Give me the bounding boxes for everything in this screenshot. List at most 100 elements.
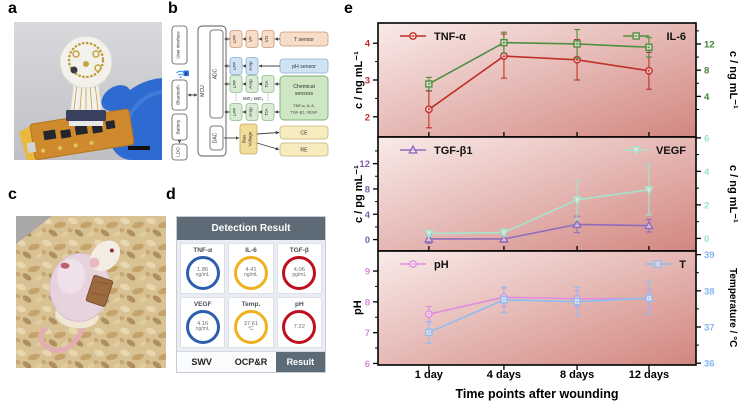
svg-text:LPF: LPF	[232, 108, 237, 117]
cage-corner	[16, 216, 52, 244]
chemical-analytes-line1: TNF-α, IL-6,	[293, 103, 315, 108]
flex-connector	[66, 110, 106, 121]
panel-label-c: c	[8, 186, 17, 203]
ph-sensor-chain: LPF Amp pH sensor	[224, 57, 329, 75]
svg-text:TIA: TIA	[264, 107, 269, 115]
svg-text:8: 8	[365, 184, 370, 195]
analyte-value: 1.86	[197, 267, 209, 274]
axis-title-vegf: c / ng mL⁻¹	[727, 165, 739, 223]
sensor-patch	[59, 35, 113, 126]
axis-title-il6: c / ng mL⁻¹	[727, 51, 739, 109]
axis-title-temperature: Temperature / °C	[727, 268, 738, 348]
x-tick-label: 1 day	[414, 369, 443, 381]
serpentine-electrode	[67, 41, 105, 79]
chart-cytokines: 2 3 4 4 8 12 TNF-α	[365, 22, 715, 138]
analyte-label: pH	[294, 301, 304, 308]
analyte-unit: ng/mL	[244, 272, 258, 279]
analyte-value: 4.41	[245, 267, 257, 274]
svg-text:3: 3	[365, 76, 370, 87]
svg-text:IL-6: IL-6	[666, 31, 686, 43]
svg-text:12: 12	[359, 159, 370, 170]
chemical-analytes-line2: TGF-β1, VEGF	[291, 110, 319, 115]
svg-text:2: 2	[704, 200, 709, 211]
tab-bar: SWV OCP&R Result	[177, 351, 325, 372]
result-card: pH 7.22	[276, 297, 322, 348]
analyte-unit: ng/mL	[195, 326, 210, 333]
counter-electrode-label: CE	[300, 131, 308, 137]
value-ring: 4.06 pg/mL	[282, 256, 317, 290]
mcu-box-label: MCU	[200, 85, 206, 97]
analyte-label: TNF-α	[193, 247, 213, 254]
svg-text:TGF-β1: TGF-β1	[434, 145, 473, 157]
svg-text:LPF: LPF	[232, 35, 237, 44]
analyte-value: 7.22	[293, 323, 305, 330]
svg-text:Amp: Amp	[248, 61, 253, 71]
svg-text:4: 4	[365, 210, 371, 221]
t-sensor-chain: LPF VF VD T sensor	[224, 30, 329, 48]
svg-text:4: 4	[365, 39, 371, 50]
svg-text:B: B	[185, 72, 188, 76]
svg-text:TNF-α: TNF-α	[434, 31, 466, 43]
analyte-label: Temp.	[241, 301, 261, 308]
value-ring: 7.22	[282, 310, 317, 344]
svg-text:Amp: Amp	[248, 79, 253, 89]
svg-text:TIA: TIA	[264, 79, 269, 87]
chemical-sensor-chains: LPF Amp TIA LPF Amp TIA WE₁-WE₄ Chemical…	[224, 75, 329, 121]
photo-mouse	[16, 216, 166, 368]
svg-text:2: 2	[365, 112, 370, 123]
working-electrodes-label: WE₁-WE₄	[243, 96, 264, 102]
svg-text:T: T	[679, 259, 686, 271]
svg-text:Voltage: Voltage	[248, 131, 253, 146]
bluetooth-icon	[183, 70, 189, 77]
chemical-sensors-box-label: Chemical	[293, 84, 315, 90]
panel-label-d: d	[166, 186, 176, 203]
user-interface-box-label: User interface	[176, 31, 181, 59]
svg-text:VEGF: VEGF	[656, 145, 686, 157]
result-card: TGF-β 4.06 pg/mL	[276, 243, 322, 294]
svg-text:VD: VD	[264, 35, 269, 42]
circuit-diagram: User interface B Bluetooth Battery LDO M…	[171, 25, 329, 161]
svg-text:LPF: LPF	[232, 80, 237, 89]
tab-ocpr[interactable]: OCP&R	[234, 357, 268, 367]
svg-text:7: 7	[365, 328, 370, 339]
svg-text:12: 12	[704, 39, 715, 50]
mouse	[37, 240, 121, 353]
analyte-unit: °C	[248, 326, 254, 333]
detection-result-header: Detection Result	[177, 217, 325, 240]
result-card: IL-6 4.41 ng/mL	[228, 243, 274, 294]
value-ring: 4.41 ng/mL	[233, 256, 268, 290]
svg-text:8: 8	[365, 297, 370, 308]
analyte-unit: pg/mL	[292, 272, 307, 279]
value-ring: 4.16 ng/mL	[185, 310, 220, 344]
mouse-eye	[109, 248, 114, 253]
wireless-icon: B	[176, 70, 189, 79]
svg-text:9: 9	[365, 267, 370, 278]
bias-voltage-box-label: Bias	[242, 134, 247, 143]
svg-text:37: 37	[704, 323, 715, 334]
scale-bar	[128, 146, 150, 150]
tab-swv[interactable]: SWV	[191, 357, 212, 367]
analyte-label: VEGF	[193, 301, 212, 308]
svg-text:36: 36	[704, 359, 715, 370]
svg-text:4: 4	[704, 167, 710, 178]
mouse-ear	[89, 257, 100, 268]
svg-text:4: 4	[704, 92, 710, 103]
wound-mark	[60, 262, 70, 269]
analyte-unit: ng/mL	[195, 272, 210, 279]
result-card: Temp. 37.61 °C	[228, 297, 274, 348]
result-card: TNF-α 1.86 ng/mL	[180, 243, 226, 294]
analyte-value: 37.61	[243, 321, 259, 328]
svg-text:8: 8	[704, 66, 709, 77]
pcb-board	[18, 108, 135, 160]
svg-text:Amp: Amp	[248, 107, 253, 117]
tab-result[interactable]: Result	[275, 352, 325, 372]
reference-electrode-label: RE	[300, 148, 308, 154]
result-cards-grid: TNF-α 1.86 ng/mL IL-6 4.41 ng/mL TGF-β 4…	[177, 240, 325, 351]
svg-text:0: 0	[365, 235, 370, 246]
battery-box-label: Battery	[176, 119, 181, 134]
analyte-label: TGF-β	[289, 247, 309, 254]
analyte-label: IL-6	[245, 247, 257, 254]
ph-sensor-box-label: pH sensor	[292, 64, 316, 70]
panel-label-a: a	[8, 0, 17, 17]
